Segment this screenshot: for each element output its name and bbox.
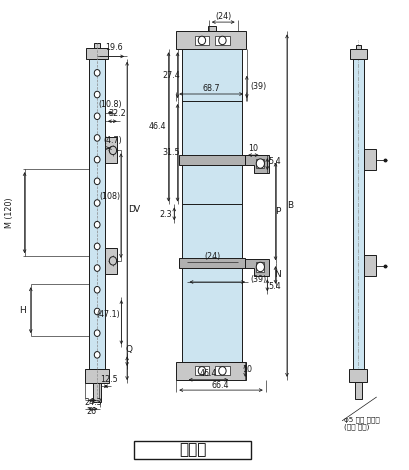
Bar (214, 36, 229, 45)
Bar (256, 262, 264, 272)
Text: 68.7: 68.7 (202, 84, 219, 94)
Text: (10.8): (10.8) (98, 100, 122, 109)
Text: (4.7): (4.7) (103, 136, 122, 145)
Polygon shape (245, 258, 268, 276)
Bar (86, 48, 108, 59)
Bar (176, 31, 245, 49)
Bar (256, 159, 264, 168)
Circle shape (94, 157, 100, 163)
Circle shape (94, 287, 100, 293)
Circle shape (94, 265, 100, 271)
Circle shape (94, 330, 100, 337)
Circle shape (94, 308, 100, 315)
Text: (47.1): (47.1) (97, 311, 120, 320)
Text: D: D (128, 204, 135, 214)
Bar (207, 26, 216, 31)
Circle shape (94, 352, 100, 358)
Text: 수광기: 수광기 (179, 443, 206, 457)
FancyBboxPatch shape (134, 441, 250, 459)
Polygon shape (245, 155, 268, 173)
Text: H: H (19, 306, 26, 315)
Bar (355, 45, 360, 49)
Circle shape (109, 257, 117, 265)
Text: 26: 26 (86, 407, 96, 415)
Bar (352, 59, 363, 369)
Bar (85, 369, 109, 383)
Bar (89, 59, 105, 369)
Text: φ5 회색 케이블
(흑색 라인): φ5 회색 케이블 (흑색 라인) (343, 416, 378, 430)
Bar (194, 367, 209, 375)
Text: 32.2: 32.2 (108, 109, 126, 118)
Bar (176, 362, 245, 380)
Text: N: N (274, 270, 281, 280)
Circle shape (218, 36, 226, 45)
Text: 5.4: 5.4 (268, 282, 281, 291)
Text: 66.4: 66.4 (211, 381, 229, 390)
Text: M (120): M (120) (4, 197, 13, 228)
Text: 5.4: 5.4 (268, 157, 281, 166)
Circle shape (94, 178, 100, 185)
Circle shape (94, 70, 100, 76)
Bar (354, 382, 361, 399)
Circle shape (198, 367, 205, 375)
Bar (348, 369, 366, 382)
Bar (93, 383, 101, 402)
Circle shape (94, 221, 100, 228)
Circle shape (94, 113, 100, 119)
Text: 2.3: 2.3 (159, 210, 172, 219)
Bar (349, 49, 366, 59)
Text: B: B (287, 201, 292, 210)
Bar (214, 367, 229, 375)
Text: 12.5: 12.5 (100, 375, 118, 384)
Text: 46.4: 46.4 (199, 369, 216, 378)
Bar (363, 149, 375, 170)
Circle shape (218, 367, 226, 375)
Text: (39): (39) (249, 275, 266, 284)
Text: V: V (134, 204, 140, 214)
Text: 31.5: 31.5 (162, 148, 180, 157)
Circle shape (94, 243, 100, 250)
Text: (24): (24) (215, 12, 231, 21)
Circle shape (94, 200, 100, 206)
Text: (108): (108) (99, 192, 120, 201)
Bar (179, 258, 245, 268)
Bar (179, 155, 245, 164)
Bar (94, 43, 100, 48)
Circle shape (198, 36, 205, 45)
Circle shape (256, 159, 264, 168)
Text: 46.4: 46.4 (148, 122, 166, 132)
Bar (105, 248, 117, 274)
Circle shape (256, 262, 264, 272)
Bar (363, 255, 375, 276)
Text: (24): (24) (204, 251, 220, 260)
Circle shape (94, 91, 100, 98)
Text: (39): (39) (249, 82, 266, 92)
Text: P: P (274, 207, 280, 216)
Text: 24.3: 24.3 (85, 398, 102, 407)
Text: 10: 10 (248, 144, 258, 153)
Circle shape (94, 134, 100, 141)
Text: 19.6: 19.6 (105, 43, 122, 52)
Text: Q: Q (125, 345, 132, 354)
Bar (194, 36, 209, 45)
Text: 27.4: 27.4 (162, 70, 180, 80)
Circle shape (109, 146, 117, 155)
Bar (182, 49, 241, 362)
Bar (105, 137, 117, 163)
Text: 10: 10 (241, 365, 251, 374)
